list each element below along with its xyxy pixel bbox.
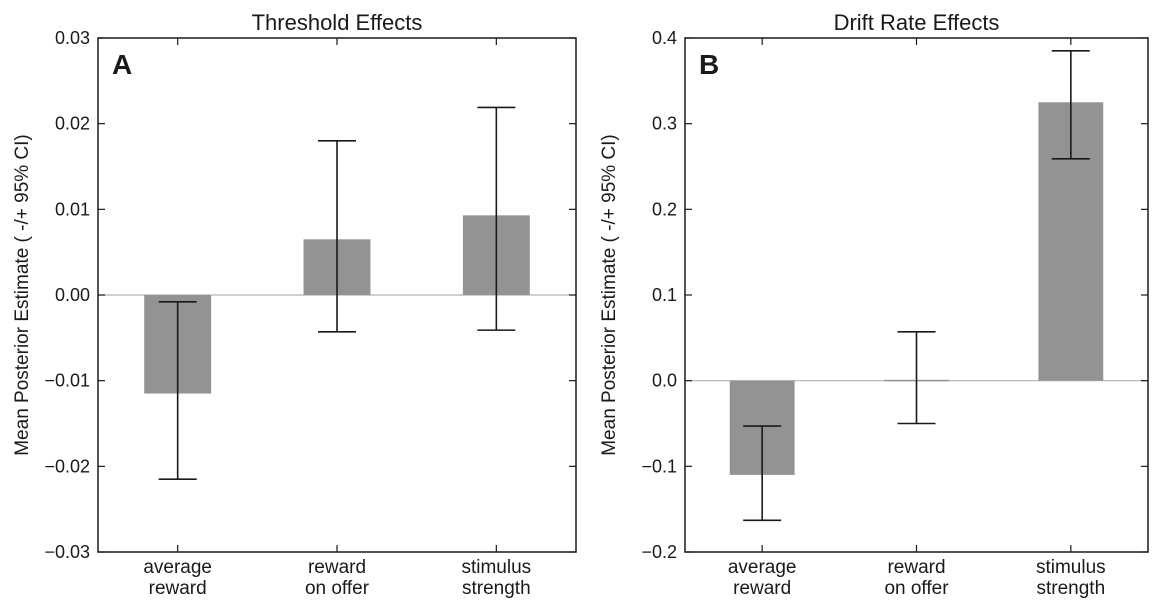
x-tick-label: strength [462, 578, 531, 599]
y-tick-label: 0.02 [55, 114, 90, 134]
y-tick-label: 0.1 [652, 285, 677, 305]
x-tick-label: on offer [884, 578, 949, 599]
x-tick-label: reward [887, 557, 945, 578]
x-tick-label: average [143, 557, 212, 578]
y-tick-label: 0.4 [652, 28, 677, 48]
x-tick-label: stimulus [461, 557, 531, 578]
y-tick-label: 0.00 [55, 285, 90, 305]
y-tick-label: −0.1 [641, 456, 677, 476]
plot-frame [684, 37, 1149, 553]
panel-threshold-effects: Threshold Effects A Mean Posterior Estim… [12, 10, 577, 599]
y-tick-label: −0.2 [641, 542, 677, 562]
x-tick-label: on offer [305, 578, 370, 599]
panel-label: B [699, 49, 719, 80]
y-axis-label: Mean Posterior Estimate ( -/+ 95% CI) [12, 134, 33, 456]
y-tick-label: 0.03 [55, 28, 90, 48]
y-axis-label: Mean Posterior Estimate ( -/+ 95% CI) [599, 134, 620, 456]
x-tick-label: stimulus [1036, 557, 1106, 578]
y-tick-label: 0.0 [652, 371, 677, 391]
x-tick-label: reward [149, 578, 207, 599]
x-tick-label: average [728, 557, 797, 578]
y-tick-label: 0.01 [55, 199, 90, 219]
y-tick-label: 0.3 [652, 114, 677, 134]
plot-frame [97, 37, 577, 553]
y-tick-label: −0.02 [44, 456, 90, 476]
x-tick-label: strength [1037, 578, 1106, 599]
panel-label: A [112, 49, 132, 80]
y-tick-label: 0.2 [652, 199, 677, 219]
x-tick-label: reward [733, 578, 791, 599]
chart-title: Drift Rate Effects [834, 10, 1000, 35]
x-tick-label: reward [308, 557, 366, 578]
y-tick-label: −0.01 [44, 371, 90, 391]
panel-drift-rate-effects: Drift Rate Effects B Mean Posterior Esti… [599, 10, 1149, 599]
y-tick-label: −0.03 [44, 542, 90, 562]
chart-title: Threshold Effects [252, 10, 423, 35]
